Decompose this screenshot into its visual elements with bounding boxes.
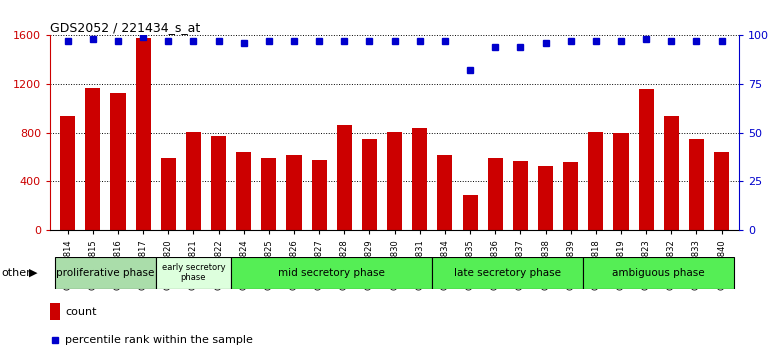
Text: proliferative phase: proliferative phase [56, 268, 155, 278]
Bar [60, 116, 75, 230]
Bar [186, 132, 201, 230]
Text: ambiguous phase: ambiguous phase [612, 268, 705, 278]
Bar [614, 133, 628, 230]
Bar [211, 136, 226, 230]
Bar [85, 88, 100, 230]
Bar [312, 160, 326, 230]
Bar [387, 132, 402, 230]
Bar [110, 93, 126, 230]
Bar [50, 303, 60, 320]
Text: late secretory phase: late secretory phase [454, 268, 561, 278]
Text: GDS2052 / 221434_s_at: GDS2052 / 221434_s_at [50, 21, 200, 34]
Bar [432, 257, 583, 289]
Bar [412, 128, 427, 230]
Text: other: other [2, 268, 32, 278]
Bar [664, 116, 679, 230]
Text: percentile rank within the sample: percentile rank within the sample [65, 335, 253, 345]
Text: early secretory
phase: early secretory phase [162, 263, 226, 282]
Bar [156, 257, 231, 289]
Bar [236, 152, 251, 230]
Bar [136, 38, 151, 230]
Bar [362, 139, 377, 230]
Bar [563, 162, 578, 230]
Bar [714, 152, 729, 230]
Bar [538, 166, 553, 230]
Text: mid secretory phase: mid secretory phase [278, 268, 385, 278]
Text: count: count [65, 307, 97, 316]
Bar [588, 132, 604, 230]
Bar [437, 155, 453, 230]
Bar [286, 155, 302, 230]
Bar [513, 161, 528, 230]
Bar [261, 158, 276, 230]
Bar [336, 125, 352, 230]
Bar [487, 158, 503, 230]
Bar [161, 158, 176, 230]
Bar [689, 139, 704, 230]
Bar [463, 195, 477, 230]
Bar [55, 257, 156, 289]
Bar [231, 257, 432, 289]
Text: ▶: ▶ [29, 268, 38, 278]
Bar [583, 257, 734, 289]
Bar [638, 89, 654, 230]
